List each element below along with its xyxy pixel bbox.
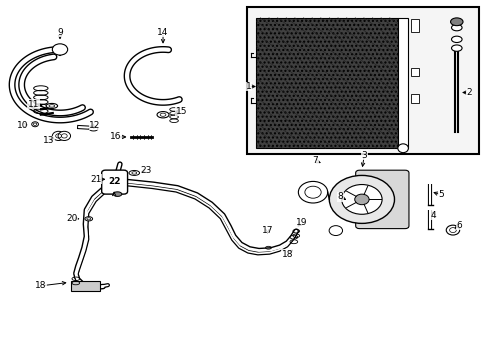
Bar bbox=[246, 7, 478, 154]
Ellipse shape bbox=[450, 36, 461, 42]
Bar bbox=[410, 19, 419, 32]
Text: 7: 7 bbox=[312, 156, 318, 165]
Circle shape bbox=[328, 226, 342, 235]
Text: 4: 4 bbox=[430, 211, 436, 220]
Text: 3: 3 bbox=[361, 151, 366, 160]
Bar bbox=[397, 18, 407, 148]
Bar bbox=[71, 280, 100, 291]
Text: 8: 8 bbox=[337, 193, 343, 202]
Ellipse shape bbox=[89, 127, 98, 131]
Text: 9: 9 bbox=[57, 28, 63, 37]
FancyBboxPatch shape bbox=[355, 170, 408, 229]
Text: 12: 12 bbox=[89, 121, 101, 130]
Text: 2: 2 bbox=[465, 88, 470, 97]
Circle shape bbox=[52, 44, 67, 55]
Ellipse shape bbox=[397, 144, 407, 153]
Ellipse shape bbox=[85, 217, 92, 221]
Ellipse shape bbox=[450, 24, 461, 31]
Text: 10: 10 bbox=[17, 121, 29, 130]
Circle shape bbox=[52, 131, 64, 140]
Ellipse shape bbox=[113, 192, 122, 197]
Text: 20: 20 bbox=[66, 214, 78, 223]
Text: 16: 16 bbox=[110, 132, 122, 141]
Text: 17: 17 bbox=[261, 226, 273, 235]
Circle shape bbox=[446, 225, 459, 235]
Circle shape bbox=[328, 175, 394, 224]
Circle shape bbox=[354, 194, 368, 205]
Text: 15: 15 bbox=[175, 107, 186, 116]
Bar bbox=[256, 18, 397, 148]
Ellipse shape bbox=[157, 112, 169, 118]
Text: 19: 19 bbox=[296, 218, 307, 227]
Text: 13: 13 bbox=[43, 136, 55, 145]
Ellipse shape bbox=[129, 171, 139, 175]
Text: 21: 21 bbox=[90, 175, 102, 184]
Text: 11: 11 bbox=[28, 100, 40, 109]
Bar bbox=[410, 68, 419, 76]
FancyBboxPatch shape bbox=[107, 176, 121, 183]
Text: 23: 23 bbox=[140, 166, 152, 175]
Text: 22: 22 bbox=[108, 177, 120, 186]
Text: 18: 18 bbox=[281, 249, 293, 258]
Bar bbox=[410, 94, 419, 103]
Circle shape bbox=[341, 185, 381, 214]
Ellipse shape bbox=[449, 18, 462, 26]
Ellipse shape bbox=[46, 103, 58, 108]
Ellipse shape bbox=[450, 45, 461, 51]
FancyBboxPatch shape bbox=[102, 170, 127, 194]
Circle shape bbox=[58, 131, 70, 140]
Text: 5: 5 bbox=[437, 190, 443, 199]
Text: 18: 18 bbox=[35, 282, 46, 290]
Text: 14: 14 bbox=[157, 28, 168, 37]
Text: 6: 6 bbox=[455, 221, 461, 230]
Text: 1: 1 bbox=[245, 82, 251, 91]
